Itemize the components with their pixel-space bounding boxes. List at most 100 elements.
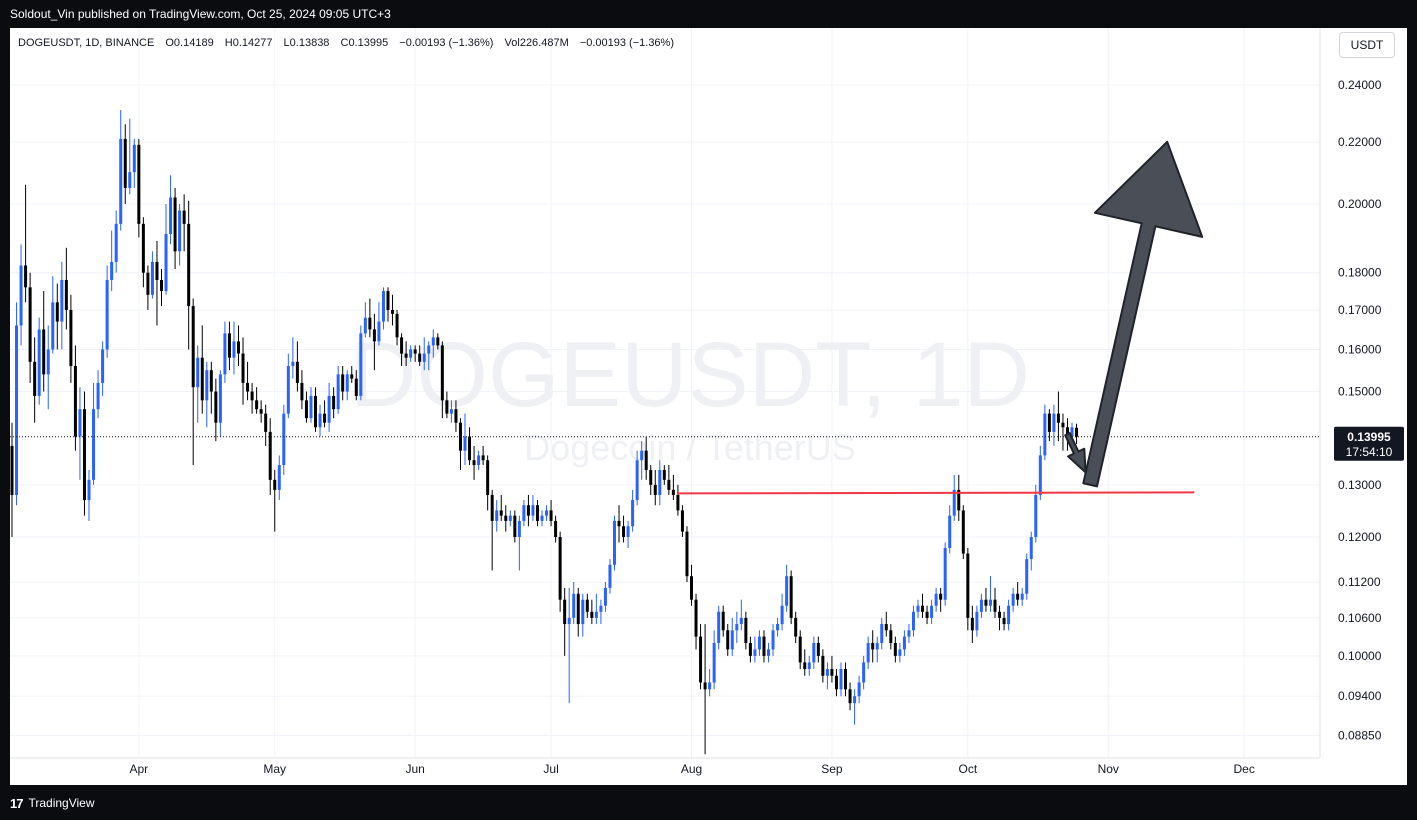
candle-body [789, 576, 793, 618]
candle-body [255, 400, 259, 410]
candle [291, 337, 295, 379]
candle-body [690, 576, 693, 600]
candle [314, 387, 318, 432]
candle-body [767, 649, 771, 656]
candle-body [223, 333, 227, 375]
candle [60, 261, 64, 350]
candle-body [844, 669, 848, 690]
candle [612, 515, 616, 571]
candle-body [671, 489, 675, 495]
currency-button[interactable]: USDT [1339, 32, 1395, 58]
candle-body [880, 624, 884, 643]
candle-body [866, 642, 870, 663]
candle [15, 302, 19, 506]
candle [246, 361, 250, 401]
candle [354, 370, 358, 401]
candle [880, 617, 884, 650]
candle [703, 624, 707, 755]
candle [255, 387, 259, 414]
candle-body [517, 520, 521, 538]
candle [726, 624, 730, 656]
price-tick-label: 0.15000 [1338, 385, 1382, 399]
candle [10, 422, 14, 538]
time-tick-label: Nov [1098, 762, 1119, 776]
candle-body [911, 611, 915, 631]
candle [123, 124, 127, 205]
candle [223, 321, 227, 383]
candle [948, 505, 952, 554]
price-tick-label: 0.10000 [1338, 649, 1382, 663]
candle [603, 581, 607, 612]
candle [386, 287, 390, 322]
candle [508, 510, 512, 527]
candle-body [209, 370, 213, 392]
candle-body [807, 662, 811, 670]
candle [921, 593, 925, 618]
candle [427, 341, 431, 371]
candle-body [776, 624, 780, 631]
candle-body [377, 321, 381, 342]
candle-body [1011, 593, 1015, 606]
candle [1038, 445, 1042, 501]
candle [771, 624, 775, 656]
candle [631, 489, 635, 532]
candle-body [368, 317, 372, 330]
candle-body [42, 329, 46, 375]
candle [445, 391, 449, 419]
candle-body [332, 395, 336, 410]
candle-body [1034, 494, 1038, 538]
candle-body [975, 611, 979, 631]
price-tick-label: 0.10600 [1338, 611, 1382, 625]
candle-body [137, 144, 141, 224]
candle [762, 630, 766, 663]
legend-volume: Vol226.487M [505, 37, 569, 49]
candle-body [984, 599, 988, 606]
candle [33, 337, 37, 423]
candle-body [862, 662, 866, 683]
candle [463, 413, 467, 466]
candle-body [486, 460, 490, 495]
candle [757, 630, 761, 656]
candle [667, 465, 671, 495]
candle [626, 520, 630, 548]
candle [816, 636, 820, 663]
candle [540, 510, 544, 527]
candle-body [558, 537, 562, 600]
candle-body [241, 353, 245, 383]
candle-body [96, 382, 100, 410]
ohlc-legend: DOGEUSDT, 1D, BINANCE O0.14189 H0.14277 … [18, 37, 674, 49]
candle [599, 599, 603, 625]
time-tick-label: May [263, 762, 286, 776]
time-tick-label: Jun [405, 762, 424, 776]
candle [372, 313, 376, 371]
candle-body [472, 460, 476, 466]
candle [495, 500, 499, 532]
watermark-title: DOGEUSDT, 1D [350, 324, 1030, 426]
candle [96, 370, 100, 419]
candle-body [757, 636, 761, 650]
candle-body [803, 662, 807, 670]
candle [649, 465, 653, 495]
candle-body [10, 445, 14, 495]
candle-body [998, 611, 1002, 618]
candle [332, 387, 336, 419]
candlestick-chart[interactable]: DOGEUSDT, 1D Dogecoin / TetherUS 0.24000… [10, 28, 1407, 785]
candle [155, 240, 159, 326]
candle-body [640, 450, 644, 461]
candle [268, 418, 272, 495]
candle [78, 387, 82, 480]
candle [893, 636, 897, 663]
candle [282, 404, 286, 475]
annotations [677, 140, 1204, 495]
candle-body [146, 272, 150, 295]
candle-body [55, 302, 59, 322]
candle [454, 400, 458, 432]
price-tick-label: 0.24000 [1338, 78, 1382, 92]
candle-body [300, 382, 304, 401]
candles [10, 110, 1079, 755]
candle [825, 662, 829, 690]
candle-body [545, 510, 549, 516]
candle-body [187, 223, 191, 307]
candle-body [1075, 427, 1079, 437]
last-price-value: 0.13995 [1347, 430, 1391, 444]
